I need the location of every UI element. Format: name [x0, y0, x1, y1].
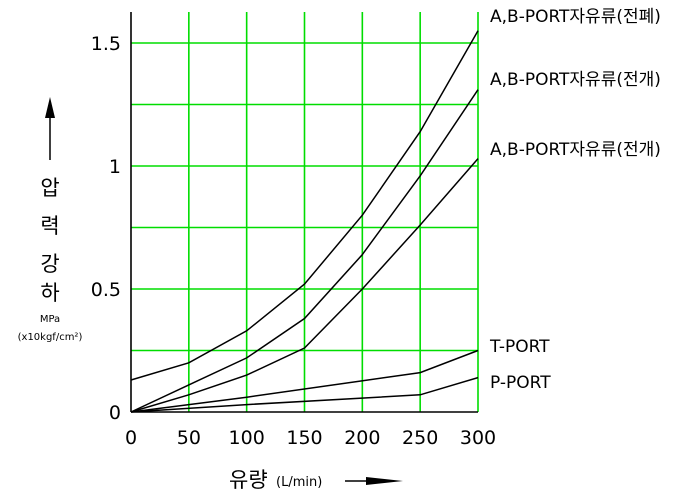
y-axis-title-char-2: 력	[40, 214, 59, 238]
labels: 0 50 100 150 200 250 300 0 0.5 1 1.5 A,B-PORT자유류(전폐…	[18, 7, 661, 492]
series-line-2	[130, 89, 479, 413]
x-tick-label-0: 0	[125, 427, 137, 449]
x-tick-label-50: 50	[177, 427, 201, 449]
series-label-4: T-PORT	[489, 337, 550, 357]
y-axis-title-char-3: 강	[40, 252, 59, 276]
y-axis-arrow-head	[45, 97, 55, 118]
series-label-2: A,B-PORT자유류(전개)	[490, 70, 661, 90]
series-label-5: P-PORT	[490, 373, 551, 393]
y-axis-unit-kgf: (x10kgf/cm²)	[18, 332, 83, 343]
grid	[131, 12, 479, 412]
series-label-3: A,B-PORT자유류(전개)	[490, 140, 661, 160]
series-line-5	[130, 376, 479, 413]
y-tick-label-1: 1	[109, 156, 121, 178]
x-axis-title: 유량	[229, 468, 268, 492]
x-axis-unit: (L/min)	[276, 475, 322, 490]
y-tick-label-0.5: 0.5	[91, 279, 121, 301]
y-axis-title-char-1: 압	[40, 176, 59, 200]
y-axis-unit-mpa: MPa	[40, 314, 60, 325]
axes	[130, 12, 478, 413]
y-tick-label-0: 0	[109, 402, 121, 424]
x-axis-arrow-head	[366, 477, 403, 485]
y-axis-title-char-4: 하	[40, 281, 59, 305]
series-line-1	[130, 30, 479, 381]
x-tick-label-300: 300	[460, 427, 496, 449]
x-tick-label-150: 150	[286, 427, 322, 449]
x-tick-label-200: 200	[344, 427, 380, 449]
x-tick-label-100: 100	[229, 427, 265, 449]
series-label-1: A,B-PORT자유류(전폐)	[490, 7, 661, 27]
series-lines	[130, 30, 479, 413]
series-line-4	[130, 349, 479, 413]
y-tick-label-1.5: 1.5	[91, 33, 121, 55]
x-tick-label-250: 250	[402, 427, 438, 449]
series-line-3	[130, 158, 479, 413]
